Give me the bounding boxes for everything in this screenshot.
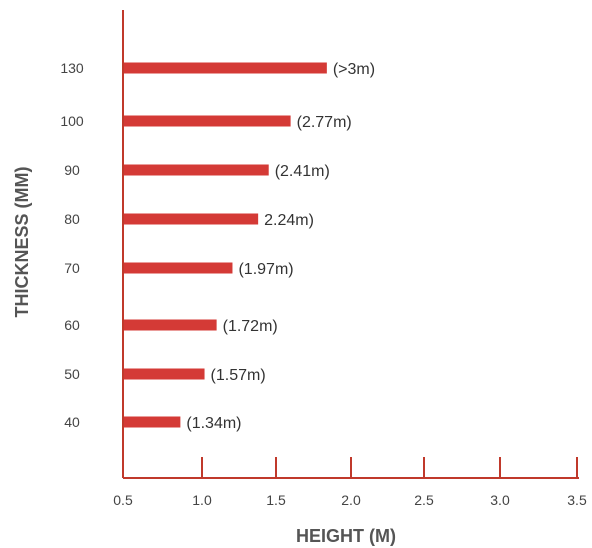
- bar-50: [123, 368, 205, 380]
- data-label-100: (2.77m): [297, 114, 352, 131]
- x-tick-label-1.5: 1.5: [266, 492, 286, 508]
- y-tick-label-130: 130: [60, 60, 84, 76]
- y-tick-label-40: 40: [64, 414, 80, 430]
- bar-60: [123, 319, 217, 331]
- data-label-60: (1.72m): [223, 318, 278, 335]
- data-label-70: (1.97m): [238, 261, 293, 278]
- y-tick-label-80: 80: [64, 211, 80, 227]
- data-label-130: (>3m): [333, 61, 375, 78]
- x-ticks-group: [201, 457, 578, 478]
- data-label-90: (2.41m): [275, 163, 330, 180]
- bars-group: [123, 62, 327, 428]
- y-tick-label-60: 60: [64, 317, 80, 333]
- bar-40: [123, 416, 181, 428]
- bar-100: [123, 115, 291, 127]
- y-axis-title: THICKNESS (MM): [12, 167, 32, 318]
- y-tick-label-100: 100: [60, 113, 84, 129]
- x-tick-label-2.0: 2.0: [341, 492, 361, 508]
- bar-70: [123, 262, 233, 274]
- bar-80: [123, 213, 259, 225]
- data-label-80: 2.24m): [264, 212, 314, 229]
- y-tick-labels-group: 130 100 90 80 70 60 50 40: [60, 60, 84, 430]
- y-tick-label-90: 90: [64, 162, 80, 178]
- x-tick-labels-group: 0.5 1.0 1.5 2.0 2.5 3.0 3.5: [113, 492, 587, 508]
- x-tick-label-3.5: 3.5: [567, 492, 587, 508]
- data-labels-group: (>3m) (2.77m) (2.41m) 2.24m) (1.97m) (1.72m) (…: [186, 61, 375, 432]
- bar-130: [123, 62, 327, 74]
- y-tick-label-50: 50: [64, 366, 80, 382]
- data-label-40: (1.34m): [186, 415, 241, 432]
- y-tick-label-70: 70: [64, 260, 80, 276]
- x-tick-label-2.5: 2.5: [414, 492, 434, 508]
- x-tick-label-0.5: 0.5: [113, 492, 133, 508]
- x-axis-title: HEIGHT (M): [296, 526, 396, 546]
- x-tick-label-1.0: 1.0: [192, 492, 212, 508]
- data-label-50: (1.57m): [211, 367, 266, 384]
- x-tick-label-3.0: 3.0: [490, 492, 510, 508]
- bar-90: [123, 164, 269, 176]
